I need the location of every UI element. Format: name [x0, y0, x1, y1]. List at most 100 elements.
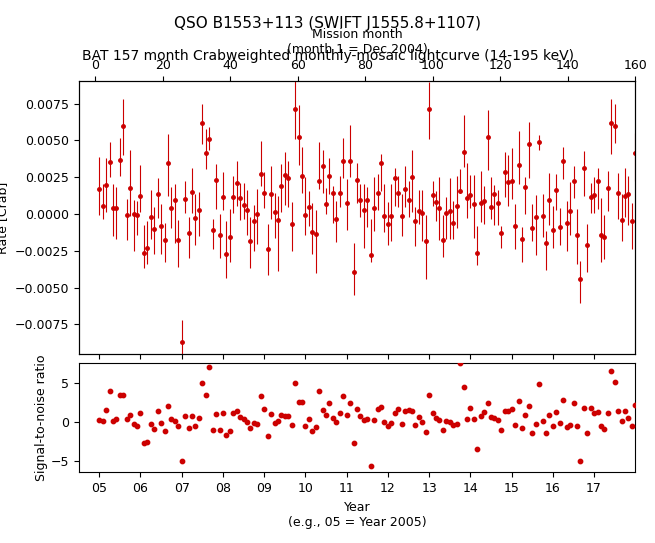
Point: [187, 411, 197, 420]
Point: [300, 422, 310, 431]
Point: [424, 390, 434, 399]
Point: [390, 409, 400, 418]
Point: [341, 411, 352, 420]
Point: [121, 415, 132, 424]
Point: [348, 438, 359, 447]
Point: [345, 399, 356, 407]
Point: [156, 419, 166, 427]
Point: [286, 420, 297, 429]
Point: [376, 403, 386, 412]
Point: [413, 413, 424, 421]
X-axis label: Year
(e.g., 05 = Year 2005): Year (e.g., 05 = Year 2005): [288, 501, 426, 529]
Point: [544, 411, 555, 420]
Point: [324, 399, 335, 408]
Point: [170, 417, 180, 426]
Point: [335, 408, 345, 417]
Point: [427, 408, 438, 417]
Point: [561, 423, 572, 432]
Point: [548, 421, 558, 430]
Point: [403, 406, 414, 415]
Point: [362, 415, 373, 424]
Point: [245, 424, 255, 433]
Point: [263, 432, 273, 440]
Point: [551, 407, 561, 416]
Point: [537, 416, 548, 425]
Point: [527, 428, 538, 437]
Point: [365, 462, 376, 470]
Point: [582, 429, 593, 438]
Point: [266, 410, 276, 419]
Point: [613, 407, 624, 415]
Point: [221, 431, 232, 439]
Point: [225, 427, 235, 435]
Point: [101, 406, 111, 415]
Point: [500, 407, 510, 415]
Point: [249, 418, 259, 427]
Y-axis label: Rate [Crab]: Rate [Crab]: [0, 181, 9, 254]
Point: [252, 420, 263, 428]
Point: [448, 420, 458, 429]
Point: [431, 413, 441, 422]
Point: [272, 417, 283, 426]
Point: [514, 397, 524, 406]
Point: [506, 404, 517, 413]
Point: [624, 414, 634, 422]
Point: [589, 409, 599, 418]
Point: [421, 428, 431, 437]
Point: [352, 405, 362, 413]
Point: [238, 415, 249, 424]
Point: [204, 363, 214, 371]
Point: [606, 367, 616, 376]
Point: [280, 412, 290, 420]
Point: [128, 420, 139, 428]
Point: [482, 399, 493, 407]
Point: [235, 412, 246, 421]
Point: [139, 439, 149, 447]
Point: [407, 407, 417, 416]
Point: [373, 405, 383, 414]
Point: [541, 428, 552, 437]
Point: [166, 415, 177, 424]
Point: [307, 426, 318, 435]
Point: [132, 421, 142, 430]
Point: [510, 421, 520, 430]
Point: [200, 391, 211, 400]
Point: [231, 407, 242, 416]
Point: [297, 398, 307, 407]
Point: [276, 411, 287, 420]
Point: [555, 419, 565, 427]
Point: [145, 420, 156, 429]
Point: [217, 409, 228, 418]
Point: [310, 423, 321, 432]
Point: [190, 422, 200, 431]
Point: [479, 408, 489, 416]
Point: [486, 412, 496, 421]
Point: [627, 422, 637, 431]
Point: [586, 403, 596, 412]
Point: [578, 404, 589, 413]
Point: [472, 445, 483, 453]
Point: [596, 422, 607, 431]
Point: [445, 417, 455, 426]
Point: [259, 405, 269, 414]
Point: [283, 412, 293, 420]
Point: [434, 416, 445, 425]
Point: [379, 418, 390, 426]
Point: [575, 456, 586, 465]
Point: [383, 422, 393, 431]
Point: [359, 416, 369, 425]
Point: [572, 421, 582, 430]
Point: [410, 420, 421, 429]
Point: [176, 456, 187, 465]
Point: [386, 419, 396, 428]
Point: [534, 380, 544, 388]
Point: [104, 387, 115, 395]
Point: [228, 408, 238, 417]
Point: [194, 414, 204, 423]
Point: [451, 420, 462, 428]
Point: [503, 407, 514, 415]
Point: [293, 398, 304, 407]
Point: [493, 415, 503, 424]
Point: [520, 411, 531, 419]
Point: [396, 419, 407, 428]
